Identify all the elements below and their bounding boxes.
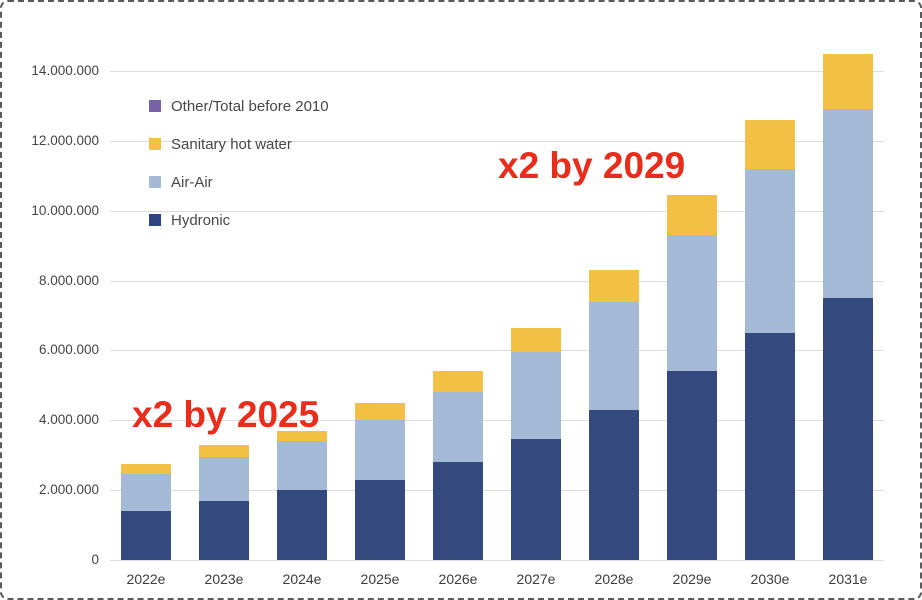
bar-segment-2025e-air-air: [355, 420, 405, 480]
bar-segment-2031e-hydronic: [823, 298, 873, 560]
gridline: [110, 280, 884, 282]
legend-item-sanitary-hot-water: Sanitary hot water: [149, 125, 329, 163]
bar-segment-2028e-hydronic: [589, 409, 639, 560]
bar-segment-2029e-air-air: [667, 235, 717, 372]
y-axis-tick-label: 2.000.000: [38, 482, 99, 498]
bar-segment-2022e-air-air: [121, 474, 171, 512]
bar-segment-2027e-hydronic: [511, 439, 561, 560]
bar-segment-2026e-air-air: [433, 392, 483, 463]
gridline: [110, 490, 884, 492]
x-axis-tick-label: 2023e: [204, 571, 244, 587]
gridline: [110, 420, 884, 422]
bar-segment-2028e-sanitary-hot-water: [589, 270, 639, 302]
gridline: [110, 560, 884, 561]
bar-segment-2023e-hydronic: [199, 500, 249, 560]
y-axis-tick-label: 12.000.000: [31, 132, 99, 148]
legend-item-hydronic: Hydronic: [149, 201, 329, 239]
bar-segment-2026e-sanitary-hot-water: [433, 371, 483, 393]
bar-segment-2025e-hydronic: [355, 479, 405, 560]
legend-swatch-icon: [149, 176, 161, 188]
legend-label: Other/Total before 2010: [171, 97, 329, 115]
x-axis-tick-label: 2027e: [516, 571, 556, 587]
bar-segment-2031e-air-air: [823, 109, 873, 299]
bar-segment-2024e-sanitary-hot-water: [277, 430, 327, 442]
bar-segment-2024e-hydronic: [277, 490, 327, 560]
bar-segment-2027e-air-air: [511, 352, 561, 440]
y-axis-tick-label: 4.000.000: [38, 412, 99, 428]
x-axis-tick-label: 2031e: [828, 571, 868, 587]
y-axis-tick-label: 6.000.000: [38, 342, 99, 358]
legend: Other/Total before 2010 Sanitary hot wate…: [149, 87, 329, 239]
bar-segment-2031e-sanitary-hot-water: [823, 53, 873, 110]
gridline: [110, 140, 884, 142]
y-axis-tick-label: 10.000.000: [31, 202, 99, 218]
bar-segment-2026e-hydronic: [433, 462, 483, 560]
annotation-x2-by-2029: x2 by 2029: [498, 145, 686, 186]
gridline: [110, 350, 884, 352]
legend-label: Hydronic: [171, 211, 231, 229]
bar-segment-2030e-sanitary-hot-water: [745, 119, 795, 169]
bar-segment-2022e-sanitary-hot-water: [121, 463, 171, 475]
legend-swatch-icon: [149, 138, 161, 150]
bar-segment-2027e-sanitary-hot-water: [511, 327, 561, 353]
bar-segment-2023e-air-air: [199, 456, 249, 501]
legend-label: Air-Air: [171, 173, 213, 191]
y-axis-tick-label: 14.000.000: [31, 63, 99, 78]
legend-item-air-air: Air-Air: [149, 163, 329, 201]
legend-swatch-icon: [149, 100, 161, 112]
bar-segment-2024e-air-air: [277, 441, 327, 491]
legend-label: Sanitary hot water: [171, 135, 292, 153]
x-axis-tick-label: 2029e: [672, 571, 712, 587]
legend-swatch-icon: [149, 214, 161, 226]
x-axis-tick-label: 2022e: [126, 571, 166, 587]
bar-segment-2029e-hydronic: [667, 371, 717, 560]
x-axis-tick-label: 2026e: [438, 571, 478, 587]
x-axis-tick-label: 2025e: [360, 571, 400, 587]
x-axis-tick-label: 2028e: [594, 571, 634, 587]
annotation-x2-by-2025: x2 by 2025: [132, 394, 320, 435]
gridline: [110, 71, 884, 72]
y-axis-tick-label: 0: [91, 552, 99, 567]
legend-item-other-total-before-2010: Other/Total before 2010: [149, 87, 329, 125]
bar-segment-2025e-sanitary-hot-water: [355, 402, 405, 421]
gridline: [110, 210, 884, 212]
x-axis-tick-label: 2030e: [750, 571, 790, 587]
bar-segment-2028e-air-air: [589, 301, 639, 410]
bar-segment-2030e-air-air: [745, 168, 795, 333]
y-axis-tick-label: 8.000.000: [38, 272, 99, 288]
bar-segment-2030e-hydronic: [745, 332, 795, 560]
x-axis-tick-label: 2024e: [282, 571, 322, 587]
bar-segment-2029e-sanitary-hot-water: [667, 194, 717, 236]
bar-segment-2022e-hydronic: [121, 511, 171, 560]
bar-segment-2023e-sanitary-hot-water: [199, 444, 249, 457]
